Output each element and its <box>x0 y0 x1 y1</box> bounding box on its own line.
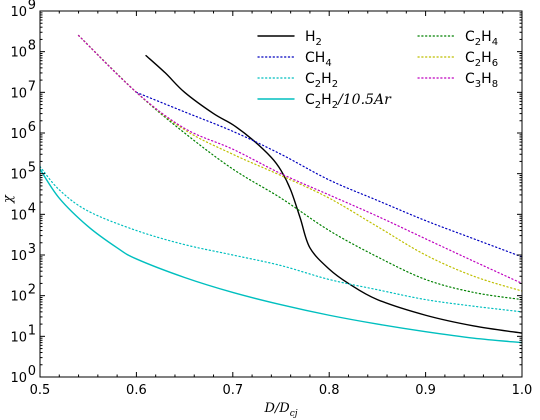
y-tick-label: 10 <box>10 168 27 183</box>
legend-label-3: C2H2/10.5Ar <box>305 92 392 111</box>
x-tick-label: 0.8 <box>319 383 340 398</box>
legend-label-1: CH4 <box>305 50 332 69</box>
y-tick-label: 10 <box>10 208 27 223</box>
x-tick-label: 0.7 <box>222 383 243 398</box>
y-tick-exponent: 0 <box>28 364 36 379</box>
legend-label-2: C2H2 <box>305 71 338 90</box>
y-tick-exponent: 1 <box>28 323 36 338</box>
series-line-6 <box>77 34 522 285</box>
legend-label-6: C3H8 <box>465 71 498 90</box>
series-line-3 <box>40 168 522 344</box>
x-tick-label: 0.9 <box>415 383 436 398</box>
y-tick-label: 10 <box>10 290 27 305</box>
y-tick-exponent: 2 <box>28 283 36 298</box>
series-line-2 <box>40 165 522 313</box>
y-tick-exponent: 5 <box>28 161 36 176</box>
y-tick-exponent: 6 <box>28 120 36 135</box>
y-tick-label: 10 <box>10 249 27 264</box>
x-axis-label-sub: cj <box>290 409 298 419</box>
legend: H2 CH4 C2H2 C2H2/10.5Ar C2H4 C2H6 C3H8 <box>257 29 498 111</box>
x-tick-label: 0.6 <box>126 383 147 398</box>
legend-label-0: H2 <box>305 29 322 48</box>
y-tick-label: 10 <box>10 330 27 345</box>
y-axis-label: χ <box>1 194 16 204</box>
y-tick-exponent: 9 <box>28 0 36 13</box>
legend-label-4: C2H4 <box>465 29 498 48</box>
y-tick-label: 10 <box>10 46 27 61</box>
x-tick-label: 1.0 <box>512 383 533 398</box>
plot-frame <box>39 10 523 378</box>
x-tick-label: 0.5 <box>30 383 51 398</box>
y-tick-exponent: 8 <box>28 39 36 54</box>
series-line-5 <box>77 34 522 292</box>
series-line-0 <box>145 54 522 334</box>
x-axis-label: D/Dcj <box>263 401 297 419</box>
y-tick-exponent: 4 <box>28 201 36 216</box>
y-tick-label: 10 <box>10 371 27 386</box>
series-layer <box>40 34 522 344</box>
x-axis-label-slash: / <box>273 401 281 416</box>
y-tick-label: 10 <box>10 127 27 142</box>
x-axis-label-dcj: D <box>278 401 290 416</box>
x-axis-label-d: D <box>263 401 275 416</box>
series-line-4 <box>77 34 522 301</box>
series-line-1 <box>135 91 522 258</box>
legend-label-5: C2H6 <box>465 50 498 69</box>
y-tick-label: 10 <box>10 86 27 101</box>
y-tick-label: 10 <box>10 5 27 20</box>
ticks-layer: 0.5 0.6 0.7 0.8 0.9 1.010 010 110 210 310 410 510 61… <box>10 0 532 398</box>
y-tick-exponent: 7 <box>28 79 36 94</box>
y-tick-exponent: 3 <box>28 242 36 257</box>
